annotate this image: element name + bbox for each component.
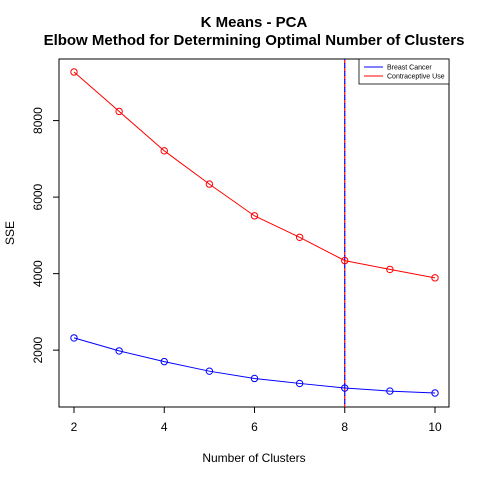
x-tick-label-2: 2 — [71, 420, 78, 434]
series-line-contraceptive-use — [73, 71, 436, 279]
y-tick-label-4000: 4000 — [31, 260, 45, 287]
y-tick-label-6000: 6000 — [31, 183, 45, 210]
data-point-breast-cancer-7 — [295, 379, 304, 388]
data-point-breast-cancer-6 — [250, 374, 259, 383]
plot-frame — [58, 58, 450, 408]
series-line-breast-cancer — [73, 337, 436, 394]
x-tick-label-4: 4 — [161, 420, 168, 434]
y-tick-label-2000: 2000 — [31, 336, 45, 363]
data-point-breast-cancer-3 — [115, 347, 123, 355]
legend-label-breast-cancer: Breast Cancer — [387, 65, 432, 72]
data-point-contraceptive-use-8 — [341, 256, 349, 265]
legend-box — [358, 58, 450, 85]
chart-subtitle: Elbow Method for Determining Optimal Num… — [44, 32, 465, 49]
x-tick-label-10: 10 — [428, 420, 442, 434]
data-point-breast-cancer-8 — [341, 384, 349, 392]
legend-label-contraceptive-use: Contraceptive Use — [387, 74, 445, 81]
x-axis-label: Number of Clusters — [202, 451, 305, 465]
data-point-breast-cancer-5 — [205, 367, 214, 375]
legend: Breast Cancer Contraceptive Use — [358, 58, 450, 85]
data-point-breast-cancer-10 — [431, 389, 439, 397]
data-point-contraceptive-use-4 — [160, 147, 168, 155]
x-tick-label-8: 8 — [341, 420, 348, 434]
data-point-contraceptive-use-9 — [386, 265, 394, 274]
y-axis-label: SSE — [3, 221, 17, 245]
data-point-breast-cancer-2 — [70, 334, 78, 342]
data-point-contraceptive-use-6 — [250, 212, 259, 220]
data-point-contraceptive-use-3 — [115, 107, 123, 116]
data-point-breast-cancer-9 — [386, 387, 394, 395]
y-tick-label-8000: 8000 — [31, 107, 45, 134]
data-point-contraceptive-use-10 — [431, 274, 439, 282]
x-tick-label-6: 6 — [251, 420, 258, 434]
data-point-contraceptive-use-7 — [295, 233, 304, 241]
data-point-breast-cancer-4 — [160, 357, 168, 366]
data-point-contraceptive-use-2 — [70, 68, 78, 76]
data-point-contraceptive-use-5 — [205, 180, 214, 188]
chart-title: K Means - PCA — [201, 14, 308, 31]
